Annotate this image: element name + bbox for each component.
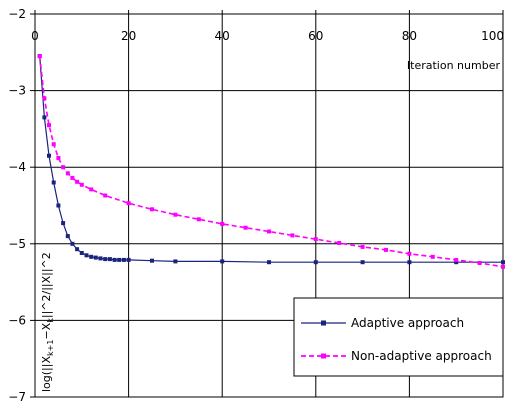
data-point-non-adaptive <box>220 221 225 226</box>
data-point-adaptive <box>65 234 70 239</box>
x-axis: 0 20 40 60 80 100 <box>31 10 504 43</box>
data-point-adaptive <box>107 257 112 262</box>
data-point-non-adaptive <box>126 201 131 206</box>
data-point-adaptive <box>103 257 108 262</box>
data-point-adaptive <box>51 180 56 185</box>
data-point-adaptive <box>93 255 98 260</box>
legend-box <box>293 297 504 377</box>
data-point-non-adaptive <box>61 165 66 170</box>
data-point-adaptive <box>56 203 61 208</box>
plot-frame <box>34 13 504 398</box>
data-point-non-adaptive <box>70 175 75 180</box>
data-point-non-adaptive <box>196 217 201 222</box>
x-axis-title: Iteration number <box>407 59 501 72</box>
data-point-adaptive <box>267 260 271 265</box>
data-point-non-adaptive <box>407 251 412 256</box>
y-tick-label: −3 <box>8 84 26 98</box>
y-axis-title: log(||Xk+1−Xk||^2/||X||^2 <box>40 252 55 392</box>
legend: Adaptive approach Non-adaptive approach <box>293 297 504 377</box>
x-tick-label: 40 <box>215 29 230 43</box>
y-tick-label: −2 <box>8 7 26 21</box>
data-point-adaptive <box>313 260 318 265</box>
data-point-non-adaptive <box>51 142 56 147</box>
data-point-non-adaptive <box>65 171 70 176</box>
data-point-non-adaptive <box>89 187 94 192</box>
data-point-non-adaptive <box>290 233 295 238</box>
data-point-adaptive <box>112 257 117 262</box>
data-point-non-adaptive <box>56 156 61 160</box>
y-axis-title-subscript: k+1 <box>46 340 55 356</box>
data-point-adaptive <box>75 247 80 252</box>
data-point-non-adaptive <box>477 261 482 265</box>
data-point-adaptive <box>98 256 103 261</box>
y-tick-label: −6 <box>8 313 26 327</box>
y-axis-title-subscript: k <box>46 318 55 323</box>
series-layer <box>37 54 505 269</box>
data-point-adaptive <box>173 259 178 264</box>
data-point-adaptive <box>70 241 75 246</box>
y-tick-label: −7 <box>8 390 26 404</box>
data-point-adaptive <box>117 257 122 262</box>
y-axis-title-part: log(||X <box>40 356 53 392</box>
data-point-non-adaptive <box>267 229 271 234</box>
data-point-non-adaptive <box>430 254 435 259</box>
y-axis: −2 −3 −4 −5 −6 −7 <box>8 7 35 404</box>
x-tick-label: 100 <box>481 29 504 43</box>
data-point-adaptive <box>84 253 89 258</box>
legend-marker-adaptive <box>321 320 326 326</box>
data-point-non-adaptive <box>103 193 108 198</box>
data-point-non-adaptive <box>150 207 154 212</box>
data-point-non-adaptive <box>313 237 318 242</box>
y-tick-label: −4 <box>8 160 26 174</box>
x-tick-label: 0 <box>31 29 39 43</box>
data-point-non-adaptive <box>384 247 388 252</box>
data-point-adaptive <box>47 153 51 158</box>
data-point-non-adaptive <box>243 225 248 230</box>
y-tick-label: −5 <box>8 237 26 251</box>
x-tick-label: 60 <box>308 29 323 43</box>
data-point-non-adaptive <box>454 257 459 262</box>
data-point-adaptive <box>407 260 412 265</box>
legend-label-adaptive: Adaptive approach <box>351 316 464 330</box>
data-point-adaptive <box>42 115 47 120</box>
data-point-non-adaptive <box>42 96 47 101</box>
data-point-non-adaptive <box>79 182 84 187</box>
data-point-non-adaptive <box>47 123 51 128</box>
data-point-non-adaptive <box>75 179 80 184</box>
data-point-adaptive <box>501 260 505 265</box>
data-point-adaptive <box>220 259 225 264</box>
data-point-non-adaptive <box>173 212 178 217</box>
x-tick-label: 80 <box>402 29 417 43</box>
data-point-adaptive <box>360 260 365 265</box>
legend-label-non-adaptive: Non-adaptive approach <box>351 349 492 363</box>
y-axis-title-part: −X <box>40 322 53 339</box>
series-line-non-adaptive <box>38 56 504 268</box>
data-point-adaptive <box>150 258 154 263</box>
data-point-non-adaptive <box>337 241 342 245</box>
x-tick-label: 20 <box>121 29 136 43</box>
data-point-non-adaptive <box>360 244 365 249</box>
y-axis-title-part: ||^2/||X||^2 <box>40 252 53 318</box>
legend-marker-non-adaptive <box>321 353 326 359</box>
data-point-adaptive <box>121 257 126 262</box>
data-point-adaptive <box>61 221 66 226</box>
data-point-non-adaptive <box>37 54 42 59</box>
data-point-adaptive <box>126 257 131 262</box>
data-point-non-adaptive <box>501 264 505 269</box>
data-point-adaptive <box>79 251 84 255</box>
gridlines <box>35 14 503 397</box>
data-point-adaptive <box>454 260 459 265</box>
data-point-adaptive <box>89 254 94 259</box>
